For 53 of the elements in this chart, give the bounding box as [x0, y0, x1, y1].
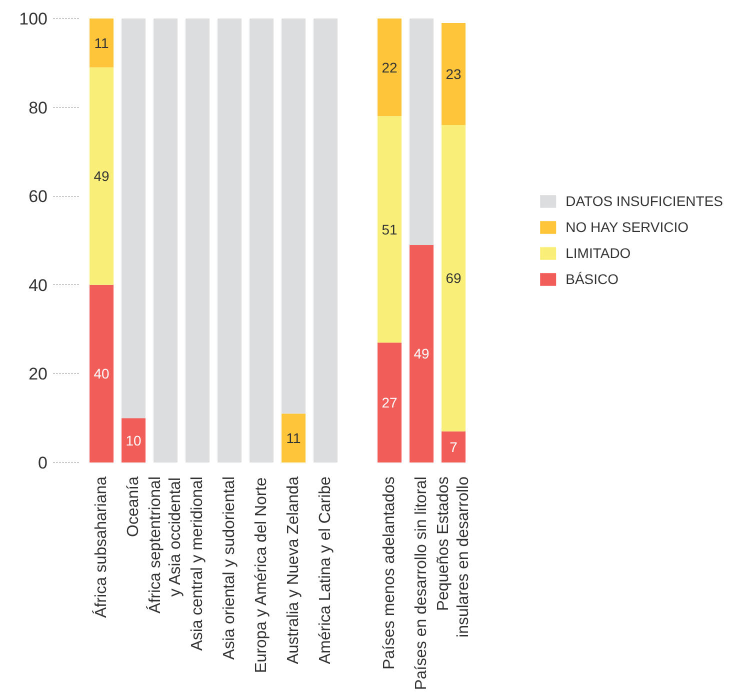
x-tick-label: América Latina y el Caribe [317, 476, 334, 664]
bar [378, 116, 402, 343]
y-tick-label: 40 [28, 276, 48, 295]
data-label: 49 [414, 346, 430, 362]
data-label: 23 [446, 66, 462, 82]
x-tick-label: Europa y América del Norte [253, 477, 270, 674]
x-tick-label: Asia central y meridional [189, 476, 206, 651]
x-tick-label: África subsahariana [92, 476, 110, 618]
bar [282, 18, 306, 414]
bar [314, 18, 338, 462]
data-label: 7 [450, 438, 458, 455]
data-label: 22 [382, 59, 398, 76]
bar [154, 18, 178, 462]
y-tick-label: 80 [28, 98, 48, 118]
bar [282, 414, 306, 462]
bar [90, 67, 114, 285]
bar [186, 18, 210, 462]
bar [442, 431, 466, 462]
bar [410, 244, 434, 462]
bar [250, 18, 274, 462]
data-label: 27 [382, 394, 398, 411]
x-tick-label: Australia y Nueva Zelanda [285, 476, 302, 664]
data-label: 69 [446, 270, 462, 286]
bar [442, 125, 466, 432]
data-label: 11 [94, 34, 110, 51]
data-label: 11 [286, 430, 302, 446]
y-tick-label: 60 [28, 187, 48, 206]
legend-label: BÁSICO [566, 271, 619, 287]
bar [442, 22, 466, 126]
data-label: 51 [382, 221, 398, 238]
bar [410, 18, 434, 245]
y-tick-label: 0 [38, 454, 48, 472]
y-tick-label: 20 [28, 364, 48, 384]
bar [90, 18, 114, 68]
y-tick-label: 100 [19, 10, 48, 28]
legend-label: LIMITADO [566, 245, 631, 261]
bar [378, 342, 402, 462]
bar [90, 284, 114, 462]
bar [122, 418, 146, 462]
x-tick-label: Asia oriental y sudoriental [221, 476, 238, 660]
x-tick-label: Oceanía [125, 476, 142, 537]
data-label: 40 [94, 366, 110, 382]
legend-label: NO HAY SERVICIO [566, 219, 689, 235]
bar [122, 18, 146, 418]
x-tick-label: Pequeños Estados insulares en desarrollo [434, 476, 472, 638]
data-label: 49 [94, 168, 110, 184]
bar [378, 18, 402, 116]
x-tick-label: África septentrional y Asia occidental [146, 476, 184, 614]
bar [218, 18, 242, 462]
data-label: 10 [126, 432, 142, 448]
x-tick-label: Países menos adelantados [381, 476, 398, 670]
legend-label: DATOS INSUFICIENTES [566, 193, 723, 209]
x-tick-label: Países en desarrollo sin litoral [413, 476, 430, 690]
